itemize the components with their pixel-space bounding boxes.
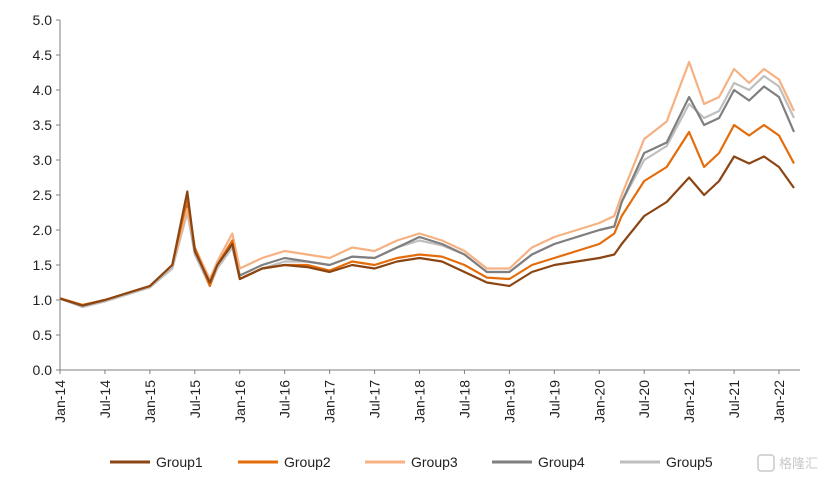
x-axis-ticks: Jan-14 Jul-14 Jan-15 Jul-15 Jan-16 Jul-16 Jan-… bbox=[52, 370, 787, 423]
y-tick-label: 0.0 bbox=[33, 362, 53, 378]
x-tick-label: Jul-14 bbox=[97, 380, 113, 418]
y-tick-label: 1.5 bbox=[33, 257, 53, 273]
y-tick-label: 4.5 bbox=[33, 47, 53, 63]
y-tick-label: 0.5 bbox=[33, 327, 53, 343]
watermark: 格隆汇 bbox=[757, 454, 818, 472]
x-tick-label: Jul-19 bbox=[546, 380, 562, 418]
x-tick-label: Jan-22 bbox=[771, 380, 787, 423]
y-tick-label: 2.0 bbox=[33, 222, 53, 238]
axes bbox=[59, 20, 800, 371]
y-tick-label: 1.0 bbox=[33, 292, 53, 308]
y-tick-label: 3.5 bbox=[33, 117, 53, 133]
y-tick-label: 2.5 bbox=[33, 187, 53, 203]
series-line-group2 bbox=[59, 123, 795, 306]
x-tick-label: Jul-17 bbox=[367, 380, 383, 418]
watermark-icon bbox=[757, 454, 775, 472]
y-axis-ticks: 0.0 0.5 1.0 1.5 2.0 2.5 3.0 3.5 4.0 4.5 5.0 bbox=[33, 12, 60, 378]
x-tick-label: Jan-16 bbox=[232, 380, 248, 423]
plot-area bbox=[59, 60, 796, 309]
y-tick-label: 4.0 bbox=[33, 82, 53, 98]
series-line-group4 bbox=[59, 85, 796, 307]
legend-label-group3: Group3 bbox=[411, 454, 458, 470]
watermark-text: 格隆汇 bbox=[779, 456, 818, 472]
x-tick-label: Jan-19 bbox=[501, 380, 517, 423]
x-tick-label: Jul-21 bbox=[726, 380, 742, 418]
legend: Group1 Group2 Group3 Group4 Group5 bbox=[110, 454, 713, 470]
y-tick-label: 5.0 bbox=[33, 12, 53, 28]
series-line-group5 bbox=[59, 74, 795, 309]
x-tick-label: Jan-15 bbox=[142, 380, 158, 423]
x-tick-label: Jul-16 bbox=[277, 380, 293, 418]
x-tick-label: Jan-18 bbox=[412, 380, 428, 423]
x-tick-label: Jan-20 bbox=[591, 380, 607, 423]
x-tick-label: Jul-15 bbox=[187, 380, 203, 418]
x-tick-label: Jan-17 bbox=[322, 380, 338, 423]
legend-label-group2: Group2 bbox=[284, 454, 331, 470]
series-line-group1 bbox=[59, 155, 795, 307]
x-tick-label: Jan-21 bbox=[681, 380, 697, 423]
x-tick-label: Jul-18 bbox=[456, 380, 472, 418]
x-tick-label: Jul-20 bbox=[636, 380, 652, 418]
legend-label-group4: Group4 bbox=[538, 454, 585, 470]
legend-label-group1: Group1 bbox=[156, 454, 203, 470]
legend-label-group5: Group5 bbox=[666, 454, 713, 470]
y-tick-label: 3.0 bbox=[33, 152, 53, 168]
x-tick-label: Jan-14 bbox=[52, 380, 68, 423]
